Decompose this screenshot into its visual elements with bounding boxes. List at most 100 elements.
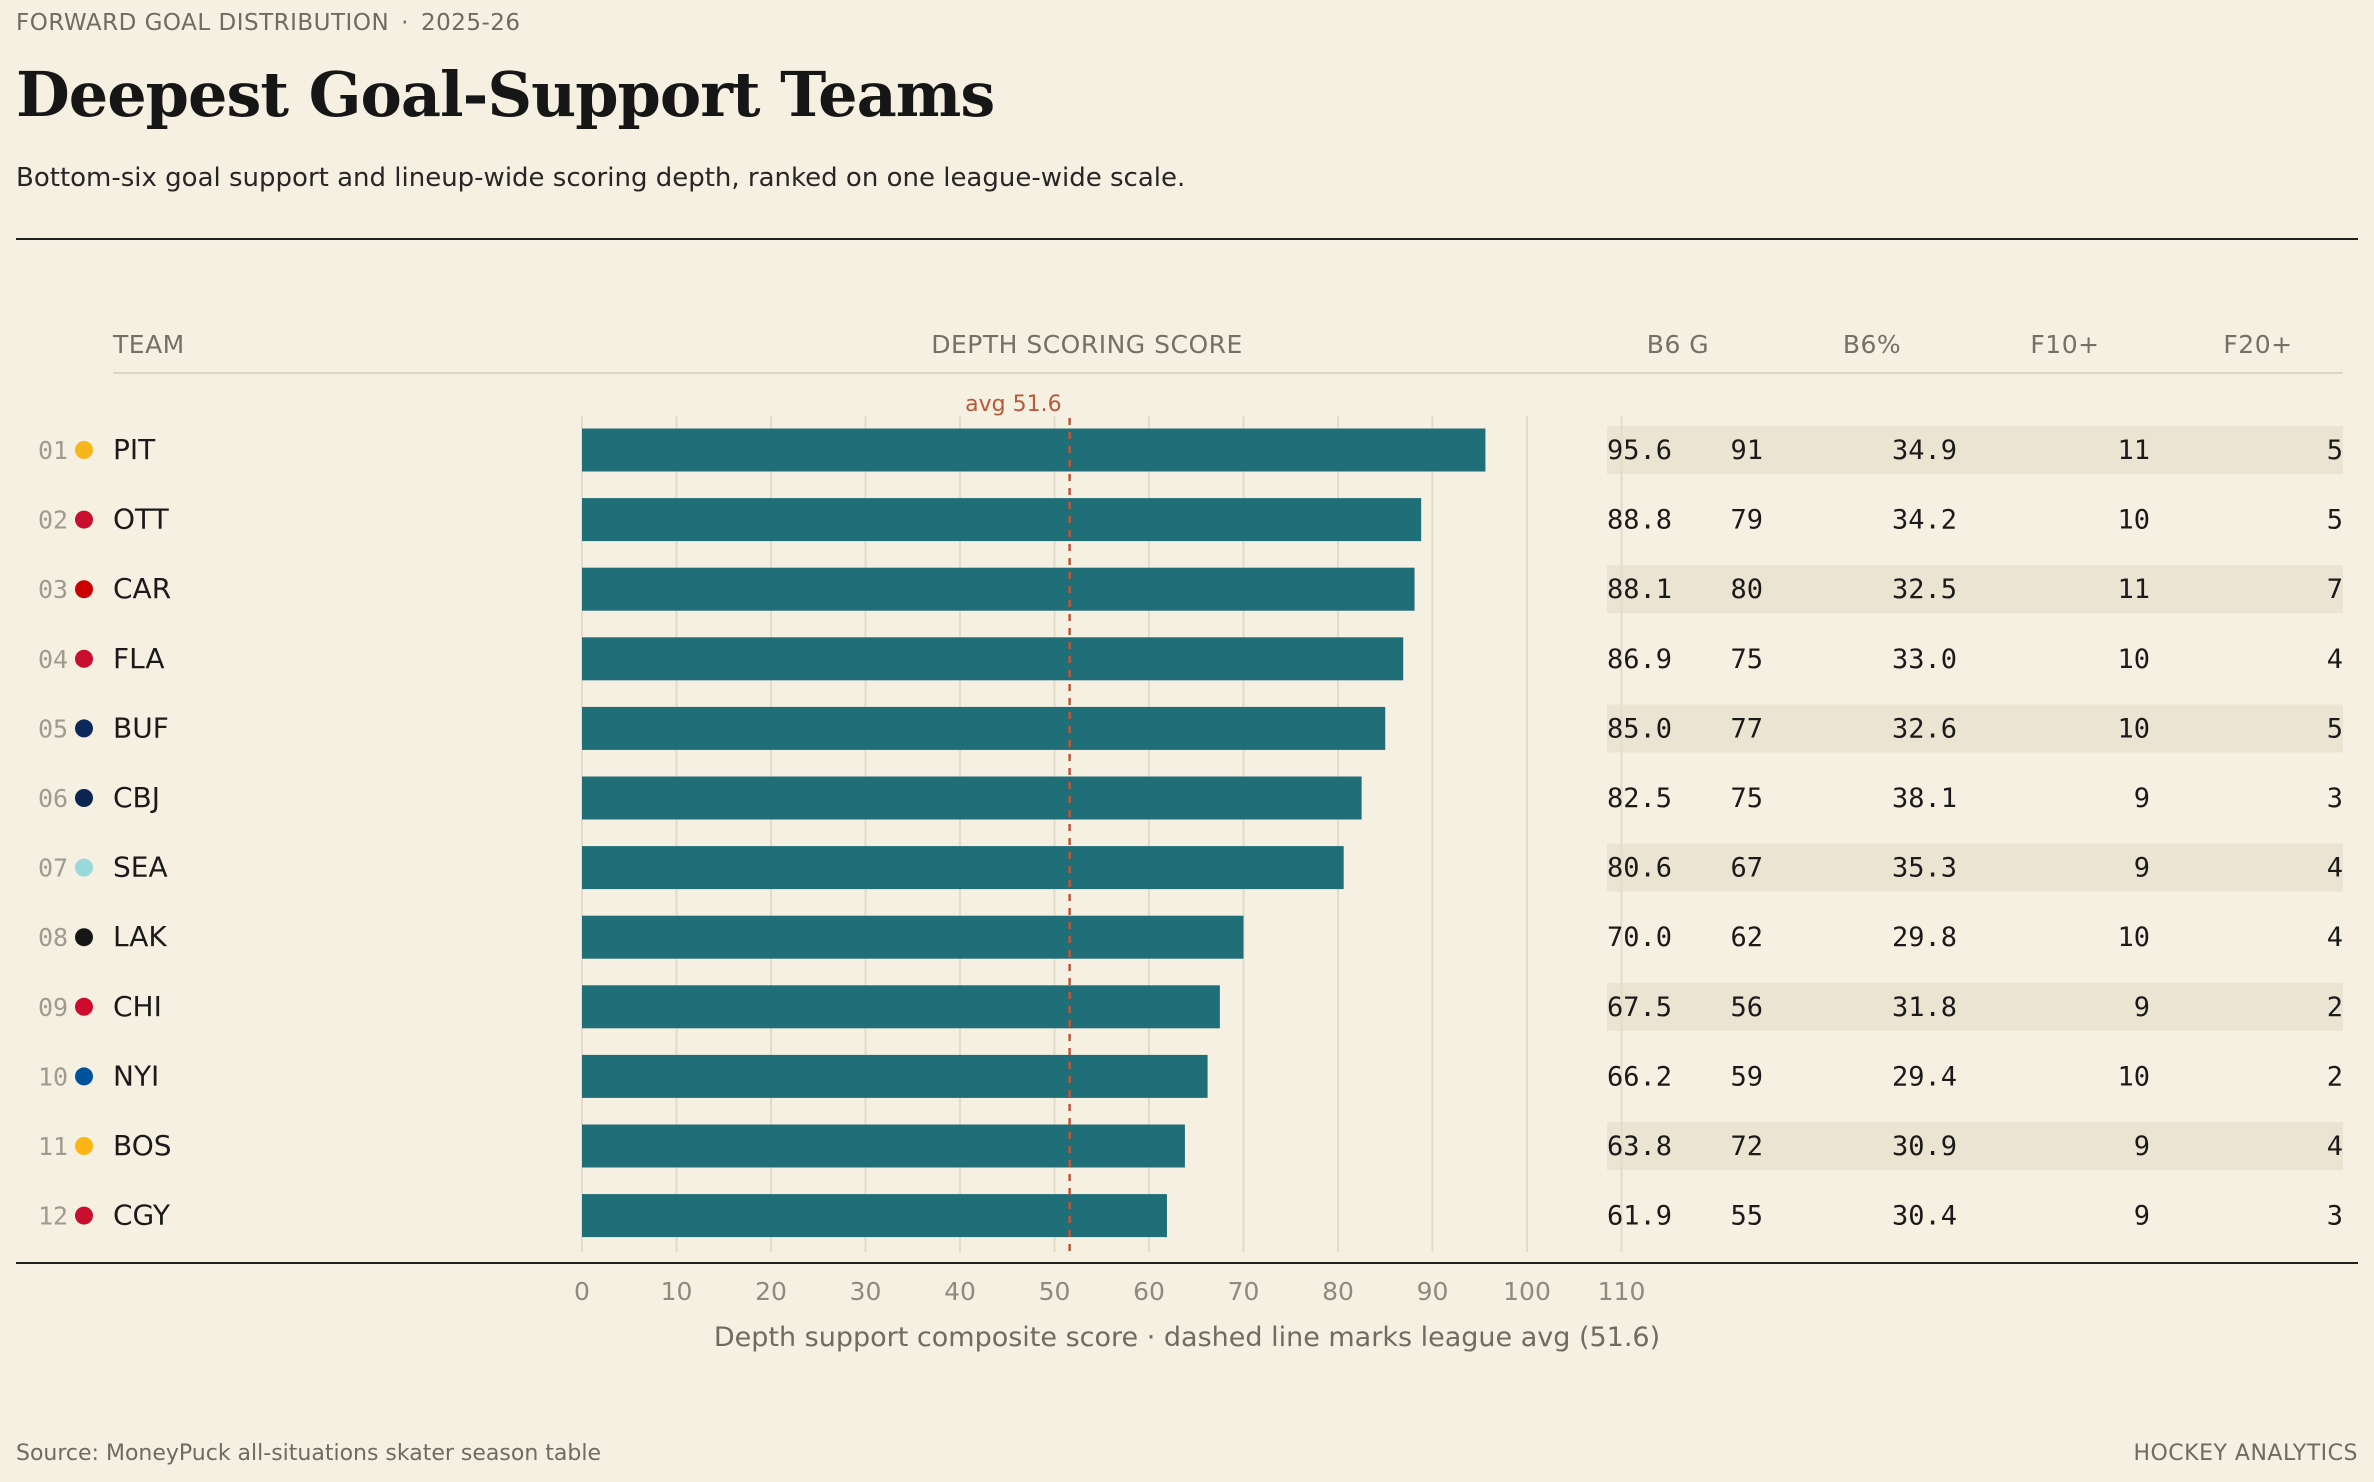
row-stripe [1607, 704, 2343, 753]
bar-lak [582, 915, 1244, 959]
rank-label: 10 [38, 1062, 68, 1091]
b6pct-value: 32.5 [1892, 574, 1957, 605]
row-stripe [1607, 565, 2343, 614]
score-value: 80.6 [1607, 853, 1672, 884]
column-header-b6pct: B6% [1842, 330, 1902, 359]
f20-value: 7 [2327, 574, 2343, 605]
b6g-value: 79 [1730, 505, 1763, 536]
score-value: 86.9 [1607, 644, 1672, 675]
f20-value: 4 [2327, 1131, 2343, 1162]
eyebrow-label: FORWARD GOAL DISTRIBUTION [16, 10, 390, 36]
b6pct-value: 34.2 [1892, 505, 1957, 536]
f20-value: 2 [2327, 1061, 2343, 1092]
b6g-value: 80 [1730, 574, 1763, 605]
top-rule [16, 238, 2358, 240]
b6g-value: 77 [1730, 713, 1763, 744]
team-color-dot [75, 858, 93, 877]
bar-fla [582, 637, 1404, 681]
bar-pit [582, 428, 1486, 472]
rank-label: 01 [38, 436, 68, 465]
x-tick-label: 110 [1598, 1277, 1646, 1306]
team-color-dot [75, 789, 93, 807]
x-tick-label: 90 [1417, 1277, 1449, 1306]
rank-label: 09 [38, 993, 68, 1022]
column-header-f20: F20+ [2223, 330, 2293, 359]
team-color-dot [75, 510, 93, 529]
column-header-b6g: B6 G [1646, 330, 1710, 359]
score-value: 88.1 [1607, 574, 1672, 605]
row-stripe [1607, 426, 2343, 474]
f20-value: 3 [2327, 1201, 2343, 1232]
team-color-dot [75, 928, 93, 947]
b6pct-value: 30.4 [1892, 1201, 1957, 1232]
score-value: 82.5 [1607, 783, 1672, 814]
bar-cgy [582, 1194, 1167, 1238]
season-label: 2025-26 [420, 10, 521, 36]
score-value: 85.0 [1607, 713, 1672, 744]
bar-bos [582, 1124, 1185, 1168]
b6g-value: 55 [1730, 1201, 1763, 1232]
f20-value: 4 [2327, 853, 2343, 884]
team-label: CGY [113, 1199, 171, 1232]
b6pct-value: 32.6 [1892, 713, 1957, 744]
eyebrow: FORWARD GOAL DISTRIBUTION · 2025-26 [16, 10, 521, 36]
score-value: 67.5 [1607, 992, 1672, 1023]
f10-value: 10 [2117, 1061, 2150, 1092]
column-header-score: DEPTH SCORING SCORE [931, 330, 1243, 359]
x-tick-label: 20 [755, 1277, 787, 1306]
rank-label: 07 [38, 854, 68, 883]
bar-ott [582, 498, 1422, 542]
team-label: CAR [113, 572, 171, 605]
b6pct-value: 29.8 [1892, 922, 1957, 953]
rank-label: 03 [38, 575, 68, 604]
brand-label: HOCKEY ANALYTICS [2133, 1441, 2358, 1466]
team-color-dot [75, 1206, 93, 1225]
b6pct-value: 34.9 [1892, 435, 1957, 466]
header-divider [113, 372, 2343, 374]
f10-value: 10 [2117, 505, 2150, 536]
x-tick-label: 10 [661, 1277, 693, 1306]
bar-car [582, 567, 1415, 611]
team-color-dot [75, 1137, 93, 1155]
b6g-value: 75 [1730, 644, 1763, 675]
rank-label: 04 [38, 645, 68, 674]
team-label: CBJ [113, 781, 160, 814]
bottom-rule [16, 1262, 2358, 1264]
rank-label: 06 [38, 784, 68, 813]
team-label: SEA [113, 851, 168, 884]
bar-buf [582, 706, 1386, 750]
team-label: BOS [113, 1129, 172, 1162]
score-value: 63.8 [1607, 1131, 1672, 1162]
source-note: Source: MoneyPuck all-situations skater … [16, 1441, 601, 1466]
page-title: Deepest Goal-Support Teams [16, 58, 995, 131]
f10-value: 10 [2117, 713, 2150, 744]
column-header-f10: F10+ [2030, 330, 2100, 359]
f20-value: 5 [2327, 713, 2343, 744]
rank-label: 11 [38, 1132, 68, 1161]
score-value: 61.9 [1607, 1201, 1672, 1232]
b6g-value: 91 [1730, 435, 1763, 466]
page-subtitle: Bottom-six goal support and lineup-wide … [16, 163, 1186, 193]
x-tick-label: 0 [574, 1277, 590, 1306]
score-value: 70.0 [1607, 922, 1672, 953]
x-tick-label: 80 [1322, 1277, 1354, 1306]
team-label: FLA [113, 642, 165, 675]
x-tick-label: 40 [944, 1277, 976, 1306]
team-label: PIT [113, 433, 156, 466]
b6pct-value: 31.8 [1892, 992, 1957, 1023]
f10-value: 9 [2134, 1201, 2150, 1232]
eyebrow-separator: · [401, 10, 409, 36]
b6pct-value: 29.4 [1892, 1061, 1957, 1092]
bar-chi [582, 985, 1220, 1029]
f10-value: 11 [2117, 574, 2150, 605]
b6g-value: 62 [1730, 922, 1763, 953]
score-value: 88.8 [1607, 505, 1672, 536]
b6g-value: 67 [1730, 853, 1763, 884]
x-tick-label: 70 [1228, 1277, 1260, 1306]
bar-cbj [582, 776, 1362, 820]
x-tick-label: 50 [1039, 1277, 1071, 1306]
f10-value: 9 [2134, 992, 2150, 1023]
f20-value: 5 [2327, 505, 2343, 536]
team-label: CHI [113, 990, 162, 1023]
